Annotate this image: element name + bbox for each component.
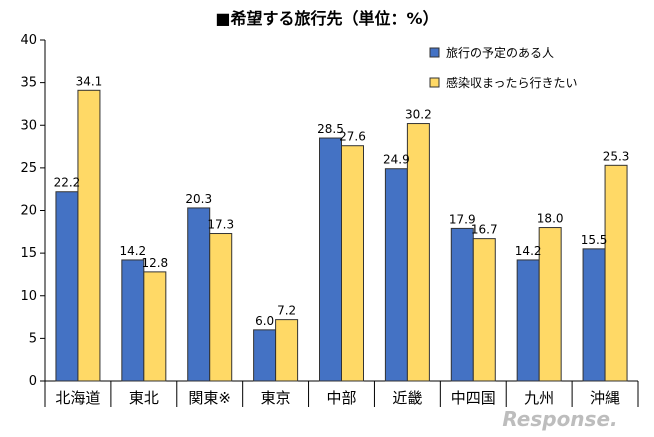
bar (450, 227, 474, 382)
y-tick-label: 30 (20, 118, 37, 133)
bar (406, 123, 430, 382)
bar (516, 259, 540, 382)
x-tick-label: 近畿 (392, 389, 422, 407)
data-label: 27.6 (339, 130, 366, 144)
data-label: 14.2 (515, 244, 542, 258)
watermark: Response. (502, 407, 617, 431)
data-label: 22.2 (54, 176, 81, 190)
y-tick-label: 0 (29, 374, 37, 389)
data-label: 25.3 (603, 149, 630, 163)
x-tick-label: 北海道 (55, 389, 100, 407)
bars (55, 89, 628, 382)
data-label: 34.1 (76, 74, 103, 88)
y-tick-label: 5 (29, 331, 37, 346)
data-label: 24.9 (383, 153, 410, 167)
data-label: 30.2 (405, 108, 432, 122)
y-tick-label: 10 (20, 289, 37, 304)
x-tick-label: 九州 (524, 389, 554, 407)
x-tick-label: 関東※ (188, 389, 231, 407)
data-label: 7.2 (277, 304, 296, 318)
data-label: 15.5 (581, 233, 608, 247)
x-tick-label: 中部 (326, 389, 356, 407)
data-label: 12.8 (141, 256, 168, 270)
data-label: 20.3 (185, 192, 212, 206)
bar (604, 164, 628, 382)
y-tick-label: 20 (20, 204, 37, 219)
data-label: 16.7 (471, 223, 498, 237)
data-label: 28.5 (317, 122, 344, 136)
bar (253, 329, 277, 382)
legend-swatch (429, 47, 440, 58)
bar (55, 191, 79, 382)
data-label: 6.0 (255, 314, 274, 328)
data-labels: 22.2 14.2 20.3 6.0 28.5 24.9 17.9 14.2 15.5 34.1 1… (54, 74, 630, 328)
data-label: 17.9 (449, 212, 476, 226)
data-label: 18.0 (537, 212, 564, 226)
legend-label: 感染収まったら行きたい (446, 75, 578, 90)
data-label: 17.3 (207, 218, 234, 232)
chart-title: ■希望する旅行先（単位：%） (215, 9, 438, 28)
bar (275, 319, 299, 382)
bar (582, 248, 606, 382)
x-tick-label: 東北 (129, 389, 159, 407)
x-tick-label: 沖縄 (590, 389, 620, 407)
bar (538, 227, 562, 382)
bar (143, 271, 167, 382)
x-tick-label: 中四国 (451, 389, 496, 407)
bar (319, 137, 342, 382)
bar (209, 233, 233, 382)
y-tick-label: 25 (20, 161, 37, 176)
legend-swatch (429, 77, 440, 88)
bar (121, 259, 145, 382)
bar (77, 89, 101, 382)
legend-label: 旅行の予定のある人 (446, 45, 554, 60)
y-tick-label: 40 (20, 33, 37, 48)
bar (384, 168, 408, 382)
y-tick-label: 15 (20, 246, 37, 261)
x-tick-label: 東京 (261, 389, 291, 407)
y-tick-label: 35 (20, 76, 37, 91)
bar (472, 238, 496, 382)
bar (187, 207, 211, 382)
axes: 0 5 10 15 20 25 30 35 40 北海道 東北 関東※ 東京 中部 近畿 中四国 九州 沖縄 (20, 33, 639, 407)
data-label: 14.2 (119, 244, 146, 258)
bar (341, 145, 364, 382)
